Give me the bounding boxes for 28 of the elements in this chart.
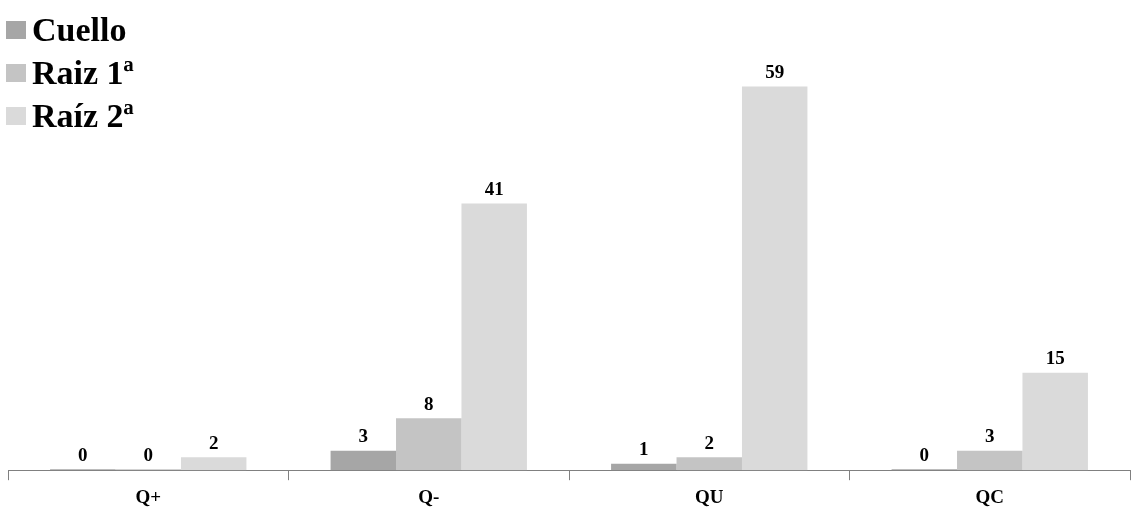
legend-label: Raiz 1ª [32,53,134,93]
data-label: 8 [424,392,434,414]
bar [330,450,397,471]
data-label: 0 [78,443,88,465]
data-label: 15 [1045,347,1065,369]
data-label: 0 [143,443,153,465]
data-label: 59 [765,60,785,82]
bar [396,418,462,471]
bar [957,450,1023,471]
data-label: 2 [704,431,714,453]
data-label: 2 [208,431,219,453]
bar [461,203,527,471]
data-label: 1 [639,438,649,460]
bar [180,457,247,471]
legend-label: Cuello [32,10,127,50]
data-label: 41 [484,177,504,199]
x-tick-label: QU [695,485,724,507]
data-label: 3 [358,425,369,447]
bar [1022,372,1088,471]
bar [741,86,808,471]
x-tick-label: Q+ [135,485,162,507]
bar [676,457,742,471]
x-tick-label: QC [975,485,1004,507]
legend-label: Raíz 2ª [32,96,134,136]
x-tick-label: Q- [418,485,440,507]
data-label: 3 [985,425,995,447]
bar [611,463,677,471]
data-label: 0 [919,443,930,465]
